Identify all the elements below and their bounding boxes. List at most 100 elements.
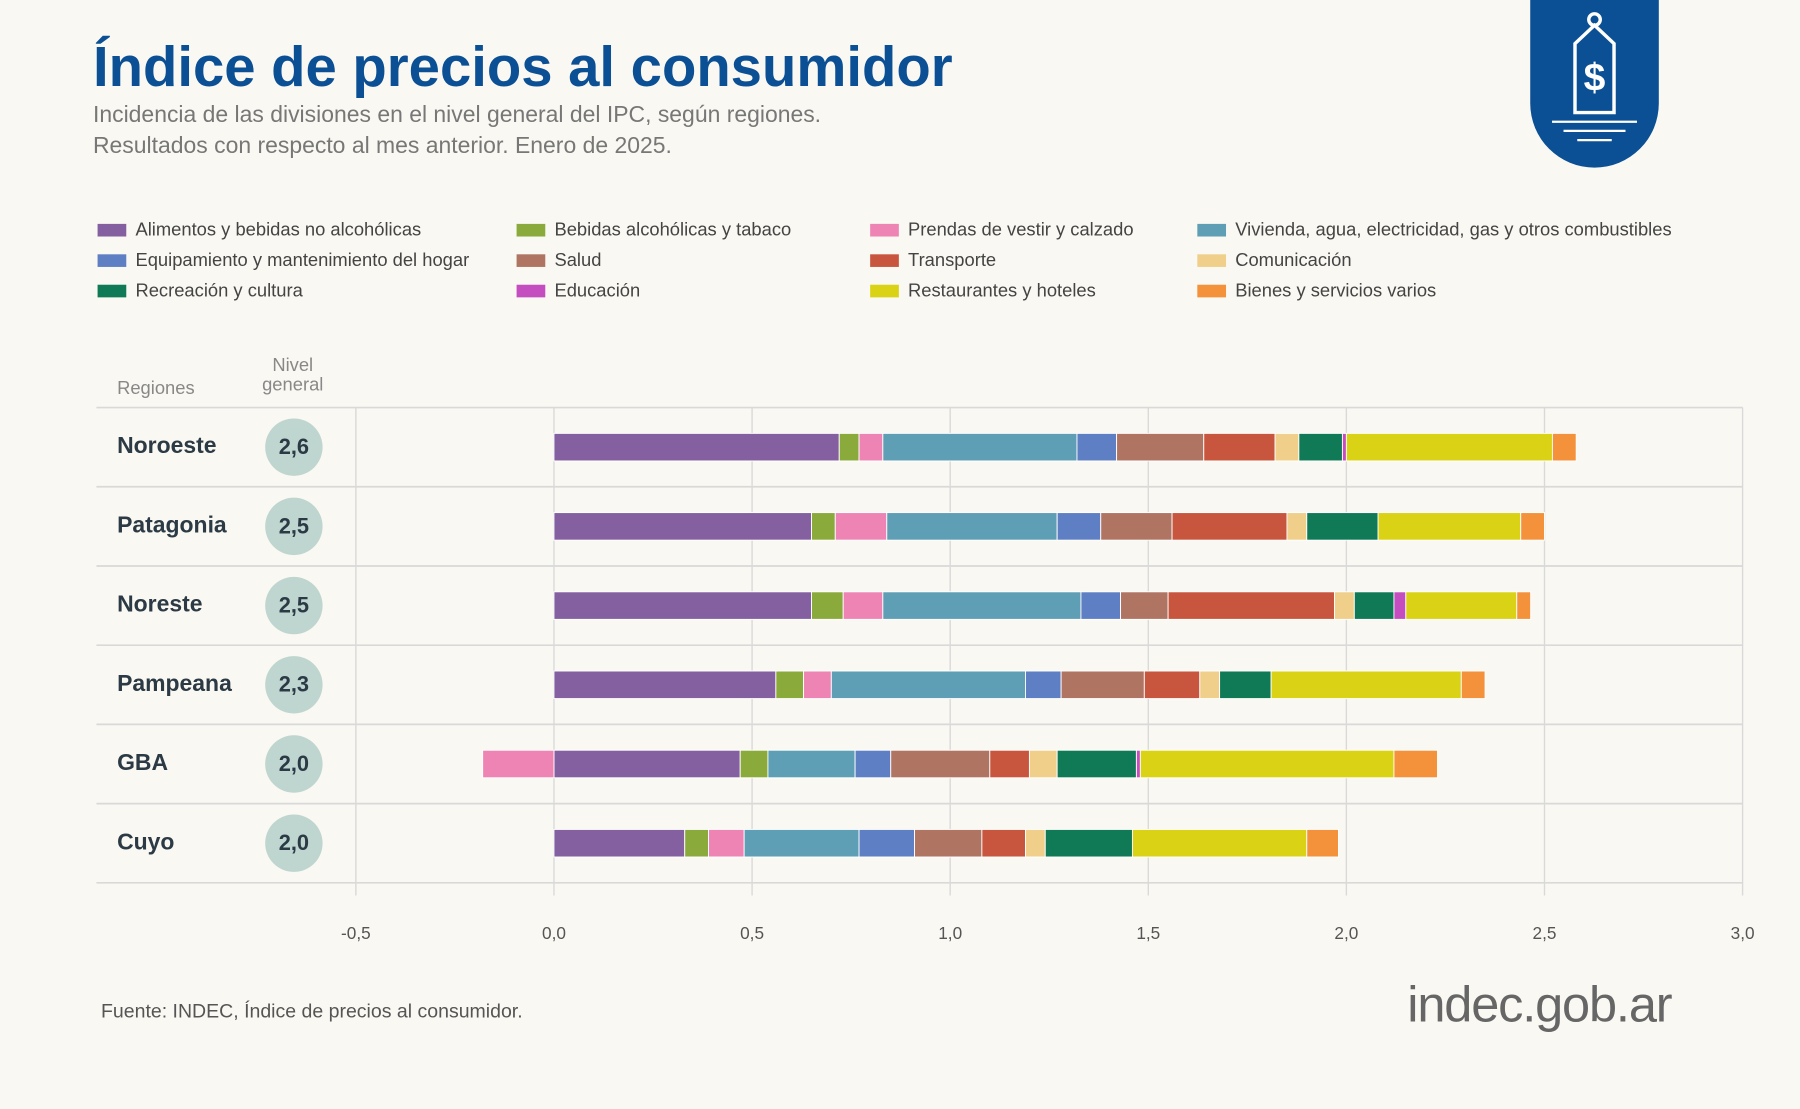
bar-segment — [1028, 749, 1058, 779]
bar-segment — [1120, 591, 1169, 620]
level-circle — [265, 497, 323, 556]
bar-segment — [1551, 432, 1577, 462]
svg-text:$: $ — [1584, 57, 1606, 100]
bar-segment — [775, 670, 805, 700]
legend-label: Equipamiento y mantenimiento del hogar — [135, 249, 469, 270]
source: Fuente: INDEC, Índice de precios al cons… — [101, 1000, 523, 1023]
level-circle — [265, 814, 323, 872]
bar-segment — [739, 749, 769, 779]
bar-segment — [1516, 591, 1532, 620]
legend-swatch — [1197, 223, 1227, 237]
bar-segment — [1219, 670, 1272, 700]
bar-segment — [882, 591, 1082, 620]
bar-segment — [1025, 670, 1062, 700]
legend-swatch — [97, 223, 127, 237]
bar-segment — [1341, 432, 1347, 462]
bar-segment — [553, 828, 686, 858]
bar-segment — [886, 512, 1058, 541]
bar-segment — [1044, 828, 1133, 858]
level-label: 2,6 — [279, 434, 309, 459]
legend-label: Bienes y servicios varios — [1235, 279, 1436, 300]
bar-segment — [1131, 828, 1308, 858]
bar-segment — [1143, 670, 1201, 700]
subtitle: Resultados con respecto al mes anterior.… — [93, 132, 672, 158]
legend-label: Salud — [554, 249, 601, 270]
row-label: Noreste — [117, 591, 202, 617]
bar-segment — [684, 828, 709, 858]
legend-swatch — [1197, 254, 1227, 267]
level-label: 2,0 — [279, 830, 309, 855]
bar-segment — [854, 749, 892, 779]
bar-segment — [1286, 512, 1308, 541]
legend-label: Recreación y cultura — [135, 279, 303, 300]
legend-label: Transporte — [908, 249, 996, 270]
bar-segment — [1377, 512, 1522, 541]
bar-segment — [1167, 591, 1335, 620]
bar-segment — [1353, 591, 1395, 620]
legend-swatch — [870, 223, 899, 237]
bar-segment — [1025, 828, 1046, 858]
bar-segment — [858, 828, 915, 858]
legend-label: Bebidas alcohólicas y tabaco — [554, 219, 791, 240]
legend-swatch — [870, 254, 899, 267]
bar-segment — [838, 432, 860, 462]
level-circle — [265, 418, 323, 476]
x-tick-label: 1,0 — [938, 923, 962, 943]
legend-label: Restaurantes y hoteles — [908, 279, 1096, 300]
level-circle — [265, 735, 323, 793]
bar-segment — [981, 828, 1026, 858]
bar-segment — [1345, 432, 1553, 462]
bar-segment — [743, 828, 860, 858]
bar-segment — [858, 432, 884, 462]
legend-swatch — [516, 254, 546, 267]
bar-segment — [1520, 512, 1545, 541]
level-label: 2,5 — [279, 513, 309, 538]
bar-segment — [553, 432, 840, 462]
bar-segment — [553, 749, 741, 779]
bar-segment — [1135, 749, 1141, 779]
level-circle — [265, 576, 323, 635]
row-label: Cuyo — [117, 828, 174, 854]
level-label: 2,3 — [279, 672, 309, 697]
legend-label: Comunicación — [1235, 249, 1351, 270]
bar-segment — [1116, 432, 1205, 462]
legend-label: Educación — [554, 279, 640, 300]
bar-segment — [708, 828, 745, 858]
bar-segment — [553, 591, 812, 620]
bar-segment — [1056, 512, 1102, 541]
legend-swatch — [870, 284, 899, 298]
bar-segment — [842, 591, 884, 620]
bar-segment — [1171, 512, 1288, 541]
x-tick-label: 3,0 — [1731, 923, 1755, 943]
legend-swatch — [1197, 284, 1227, 298]
legend-label: Vivienda, agua, electricidad, gas y otro… — [1235, 219, 1671, 240]
row-label: Noroeste — [117, 432, 216, 458]
level-label: 2,5 — [279, 592, 309, 617]
level-header-box: Nivel general — [262, 356, 323, 395]
legend-label: Alimentos y bebidas no alcohólicas — [135, 219, 421, 240]
row-label: Pampeana — [117, 670, 232, 696]
row-label: GBA — [117, 749, 168, 775]
x-tick-label: -0,5 — [341, 923, 371, 943]
bar-segment — [1139, 749, 1395, 779]
bar-segment — [914, 828, 983, 858]
bar-segment — [803, 670, 832, 700]
x-tick-label: 2,5 — [1533, 923, 1557, 943]
bar-segment — [1393, 591, 1407, 620]
bar-segment — [830, 670, 1026, 700]
x-tick-label: 0,0 — [542, 923, 566, 943]
logo-text: indec.gob.ar — [1407, 975, 1672, 1032]
bar-segment — [1460, 670, 1486, 700]
bar-segment — [1405, 591, 1518, 620]
legend-swatch — [97, 254, 127, 267]
bar-segment — [890, 749, 991, 779]
bar-segment — [1076, 432, 1118, 462]
bar-segment — [1203, 432, 1276, 462]
legend-label: Prendas de vestir y calzado — [908, 219, 1134, 240]
chart-title: Índice de precios al consumidor — [93, 35, 953, 98]
x-tick-label: 1,5 — [1136, 923, 1160, 943]
bar-segment — [882, 432, 1078, 462]
